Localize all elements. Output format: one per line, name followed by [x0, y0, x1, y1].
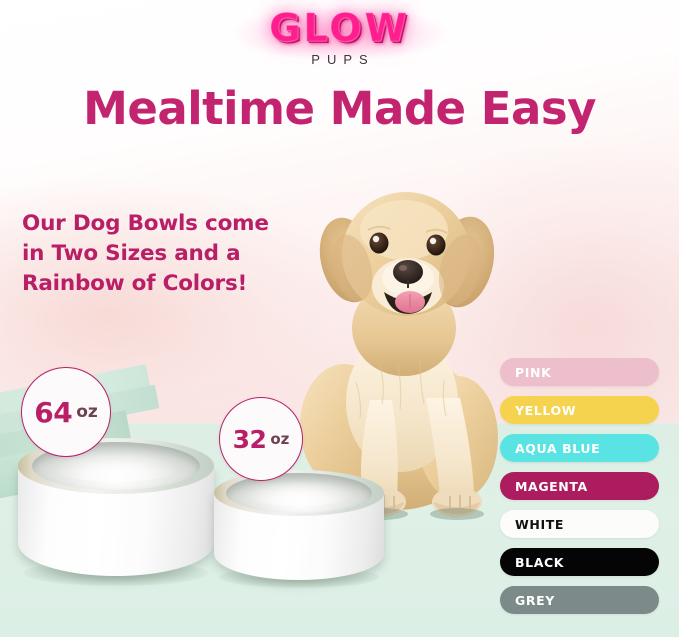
color-swatch-label: MAGENTA — [515, 478, 588, 494]
size-badge-32oz: 32 oz — [219, 397, 303, 481]
color-swatch-label: PINK — [515, 364, 552, 380]
color-swatch[interactable]: PINK — [500, 358, 659, 386]
page-title: Mealtime Made Easy — [83, 82, 596, 135]
color-swatch-list: PINK YELLOW AQUA BLUE MAGENTA WHITE BLACK GREY — [500, 358, 659, 624]
color-swatch-label: GREY — [515, 592, 555, 608]
color-swatch[interactable]: AQUA BLUE — [500, 434, 659, 462]
puppy-photo — [286, 150, 534, 520]
size-badge-unit: oz — [76, 402, 98, 422]
color-swatch-label: YELLOW — [515, 402, 577, 418]
size-badge-number: 64 — [34, 395, 73, 429]
subheading: Our Dog Bowls come in Two Sizes and a Ra… — [22, 209, 322, 299]
color-swatch[interactable]: BLACK — [500, 548, 659, 576]
subheading-line-3: Rainbow of Colors! — [22, 271, 248, 296]
subheading-line-2: in Two Sizes and a — [22, 241, 241, 266]
brand-name: GLOW — [269, 6, 410, 51]
color-swatch[interactable]: GREY — [500, 586, 659, 614]
color-swatch[interactable]: YELLOW — [500, 396, 659, 424]
color-swatch[interactable]: MAGENTA — [500, 472, 659, 500]
bowl-interior-highlight — [244, 481, 354, 506]
brand-logo: GLOW PUPS — [0, 6, 679, 68]
size-badge-number: 32 — [232, 424, 267, 454]
size-badge-64oz: 64 oz — [21, 367, 111, 457]
dog-bowl-large — [18, 438, 214, 586]
color-swatch-label: AQUA BLUE — [515, 440, 601, 456]
color-swatch-label: BLACK — [515, 554, 565, 570]
color-swatch-label: WHITE — [515, 516, 564, 532]
color-swatch[interactable]: WHITE — [500, 510, 659, 538]
dog-bowl-small — [214, 470, 384, 588]
brand-tagline: PUPS — [311, 52, 375, 67]
bowl-interior-highlight — [52, 452, 180, 482]
size-badge-unit: oz — [270, 430, 290, 448]
subheading-line-1: Our Dog Bowls come — [22, 211, 269, 236]
